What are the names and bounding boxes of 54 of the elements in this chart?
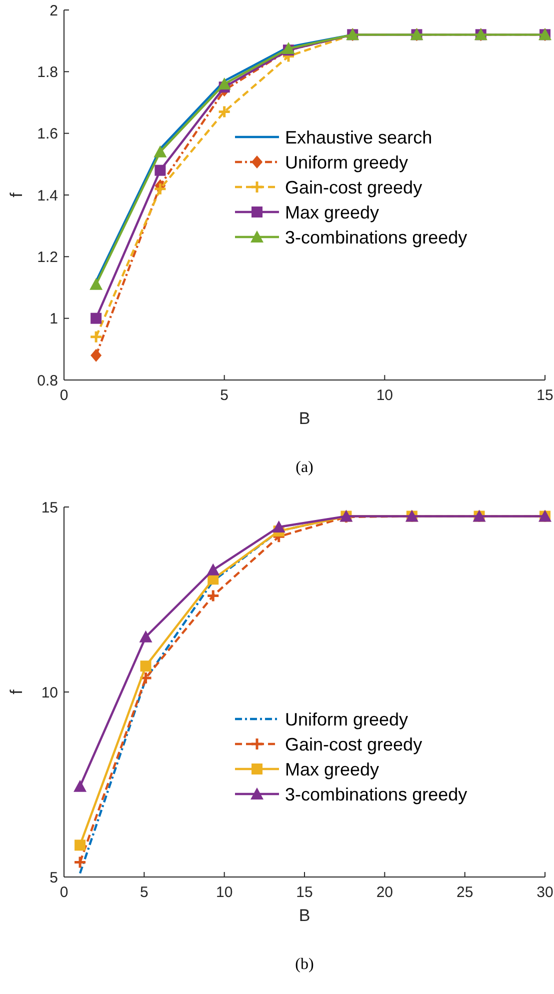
y-tick-label: 1 [50, 310, 58, 328]
legend-label: 3-combinations greedy [285, 784, 468, 804]
point [154, 145, 167, 158]
x-tick-label: 0 [60, 884, 68, 901]
text: (a) [296, 459, 314, 476]
text: (b) [295, 956, 314, 973]
point [74, 840, 86, 851]
y-axis-title: f [7, 192, 26, 198]
x-tick-label: 15 [536, 387, 554, 404]
y-tick-label: 1.4 [37, 187, 58, 204]
legend-label: Max greedy [285, 202, 380, 222]
point [74, 780, 87, 792]
point [218, 105, 232, 118]
point [206, 589, 220, 603]
legend-label: Gain-cost greedy [285, 734, 422, 754]
point [206, 563, 220, 576]
y-tick-label: 10 [41, 684, 58, 702]
x-axis-title: B [298, 409, 310, 428]
x-tick-label: 15 [296, 884, 313, 901]
legend-label: Uniform greedy [285, 152, 408, 172]
x-tick-label: 20 [376, 884, 394, 901]
x-tick-label: 10 [376, 387, 394, 404]
point [90, 348, 102, 362]
point [282, 42, 295, 54]
point [139, 630, 152, 642]
point [153, 182, 167, 196]
point [218, 78, 231, 90]
y-tick-label: 2 [50, 2, 58, 20]
y-tick-label: 1.2 [37, 248, 58, 266]
point [154, 164, 166, 176]
y-tick-label: 5 [50, 869, 58, 886]
x-tick-label: 30 [536, 884, 554, 901]
y-tick-label: 1.8 [37, 64, 58, 81]
legend-label: Uniform greedy [285, 709, 408, 730]
y-tick-label: 15 [41, 499, 58, 516]
x-tick-label: 5 [220, 387, 229, 404]
legend-label: Gain-cost greedy [285, 177, 422, 198]
point [90, 278, 103, 290]
x-axis-title: B [298, 906, 310, 925]
legend-label: Max greedy [285, 759, 380, 780]
x-tick-label: 25 [456, 884, 474, 901]
y-tick-label: 0.8 [37, 372, 58, 390]
point [272, 520, 286, 532]
point [90, 312, 102, 324]
y-axis-title: f [7, 689, 26, 694]
point [140, 660, 152, 672]
point [89, 330, 103, 344]
x-tick-label: 10 [216, 884, 233, 901]
x-tick-label: 5 [140, 884, 148, 901]
x-tick-label: 0 [60, 387, 68, 404]
legend-label: 3-combinations greedy [285, 227, 468, 248]
point [73, 855, 87, 869]
y-tick-label: 1.6 [37, 126, 58, 143]
legend-label: Exhaustive search [285, 127, 432, 148]
